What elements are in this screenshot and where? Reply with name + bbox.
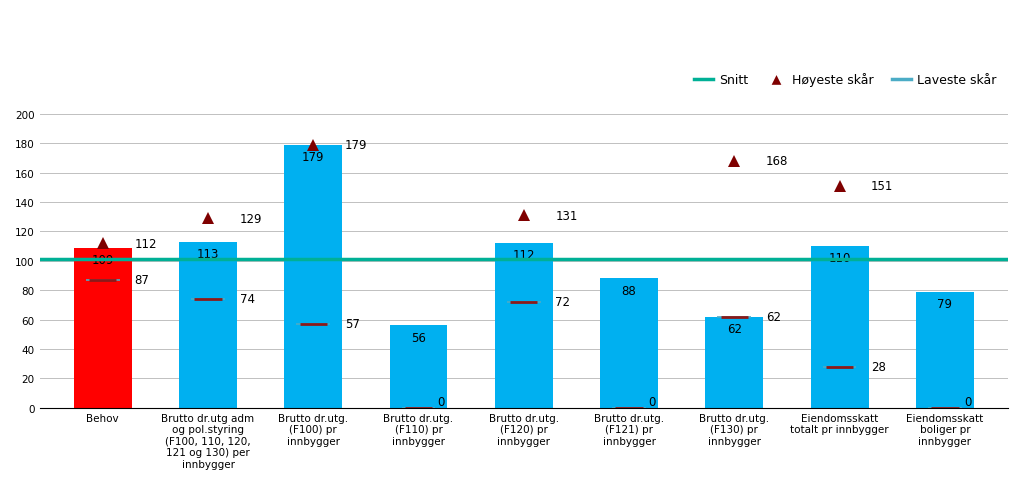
Text: 112: 112 xyxy=(134,237,157,250)
Text: 28: 28 xyxy=(872,361,886,373)
Bar xyxy=(916,292,974,408)
Bar xyxy=(706,317,763,408)
Text: 0: 0 xyxy=(964,395,971,408)
Text: 112: 112 xyxy=(513,249,535,262)
Text: 56: 56 xyxy=(411,331,426,344)
Text: 0: 0 xyxy=(438,395,445,408)
Text: 168: 168 xyxy=(766,155,789,168)
Bar xyxy=(810,246,869,408)
Text: 179: 179 xyxy=(345,139,367,152)
Bar xyxy=(284,145,343,408)
Text: 62: 62 xyxy=(766,310,781,323)
Text: 88: 88 xyxy=(622,284,636,297)
Text: 57: 57 xyxy=(345,318,360,331)
Bar xyxy=(179,242,237,408)
Text: 109: 109 xyxy=(92,253,114,266)
Text: 113: 113 xyxy=(196,247,219,260)
Text: 62: 62 xyxy=(726,322,742,335)
Text: 79: 79 xyxy=(937,297,952,310)
Text: 87: 87 xyxy=(134,274,149,287)
Text: 110: 110 xyxy=(829,252,851,265)
Text: 0: 0 xyxy=(648,395,656,408)
Text: 179: 179 xyxy=(302,151,324,164)
Legend: Snitt, Høyeste skår, Laveste skår: Snitt, Høyeste skår, Laveste skår xyxy=(690,68,1002,92)
Bar xyxy=(495,243,552,408)
Text: 151: 151 xyxy=(872,180,893,193)
Text: 74: 74 xyxy=(239,293,255,306)
Text: 131: 131 xyxy=(555,209,578,222)
Bar xyxy=(390,326,447,408)
Text: 72: 72 xyxy=(555,296,571,309)
Bar xyxy=(601,279,658,408)
Bar xyxy=(74,248,132,408)
Text: 129: 129 xyxy=(239,212,262,225)
